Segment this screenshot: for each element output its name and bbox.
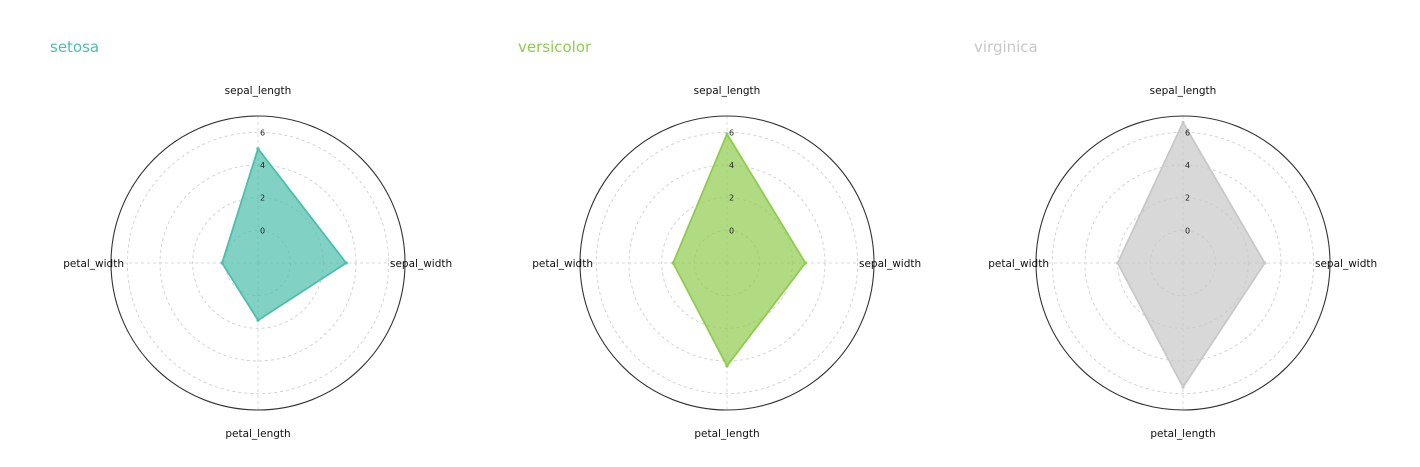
data-point xyxy=(725,132,729,136)
axis-label-sepal-width: sepal_width xyxy=(859,258,921,270)
radial-tick-label: 6 xyxy=(260,128,265,137)
axis-label-sepal-length: sepal_length xyxy=(225,85,292,97)
series-polygon xyxy=(1116,121,1266,389)
axis-label-sepal-length: sepal_length xyxy=(1150,85,1217,97)
outer-frame xyxy=(1035,115,1331,411)
data-point xyxy=(803,261,808,265)
radial-tick-label: 0 xyxy=(1185,226,1190,235)
axis-label-petal-length: petal_length xyxy=(1150,428,1215,440)
grid-circle xyxy=(126,131,390,395)
data-point xyxy=(1263,261,1267,265)
outer-frame xyxy=(110,115,406,411)
data-point xyxy=(1181,385,1185,389)
chart-title: versicolor xyxy=(518,38,592,56)
chart-title: setosa xyxy=(50,38,99,56)
axis-label-petal-width: petal_width xyxy=(63,258,124,270)
series-polygon xyxy=(221,147,348,322)
axis-label-petal-width: petal_width xyxy=(988,258,1049,270)
data-point xyxy=(256,147,260,151)
axis-label-sepal-width: sepal_width xyxy=(1315,258,1377,270)
axis-label-sepal-width: sepal_width xyxy=(390,258,452,270)
data-point xyxy=(1116,261,1120,265)
axis-label-petal-width: petal_width xyxy=(532,258,593,270)
axis-label-sepal-length: sepal_length xyxy=(694,85,761,97)
radial-tick-label: 4 xyxy=(260,161,265,170)
radial-tick-label: 4 xyxy=(729,161,734,170)
series-polygon xyxy=(672,133,807,367)
grid-circle xyxy=(595,131,859,395)
radial-tick-label: 2 xyxy=(1185,194,1190,203)
chart-title: virginica xyxy=(974,38,1038,56)
radial-tick-label: 4 xyxy=(1185,161,1190,170)
axis-label-petal-length: petal_length xyxy=(694,428,759,440)
radial-tick-label: 2 xyxy=(729,194,734,203)
data-point xyxy=(344,261,348,265)
radial-tick-label: 6 xyxy=(729,128,734,137)
data-point xyxy=(671,261,675,265)
radial-tick-label: 2 xyxy=(260,194,265,203)
axis-label-petal-length: petal_length xyxy=(225,428,290,440)
radial-tick-label: 0 xyxy=(729,226,734,235)
data-point xyxy=(1181,120,1185,125)
data-point xyxy=(725,364,729,368)
radial-tick-label: 0 xyxy=(260,226,265,235)
data-point xyxy=(256,318,260,322)
radial-tick-label: 6 xyxy=(1185,128,1190,137)
outer-frame xyxy=(579,115,875,411)
data-point xyxy=(220,261,224,265)
grid-circle xyxy=(1051,131,1315,395)
